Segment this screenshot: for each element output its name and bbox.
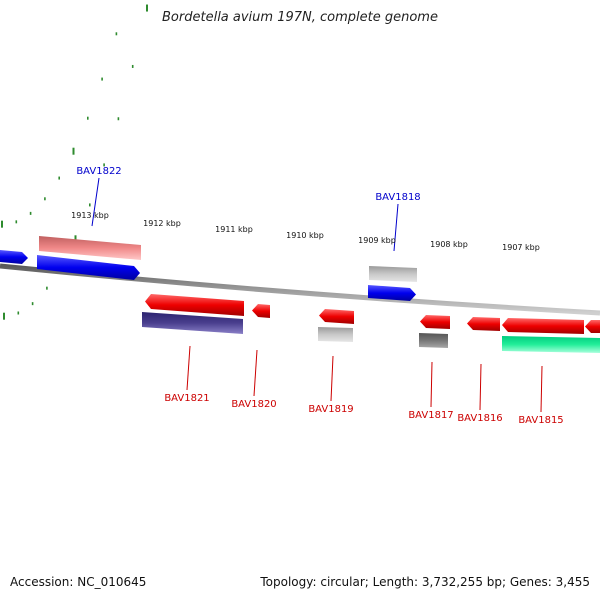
- gene-label-bav1822[interactable]: BAV1822: [76, 166, 121, 177]
- kbp-label: 1911 kbp: [215, 225, 253, 234]
- accession-text: Accession: NC_010645: [10, 575, 147, 589]
- gene-label-bav1817[interactable]: BAV1817: [408, 410, 453, 421]
- label-leader-line: [186, 345, 191, 391]
- label-leader-line: [393, 203, 399, 252]
- gene-arrow: [319, 309, 354, 324]
- gene-arrow: [502, 318, 584, 334]
- gene-arrow: [368, 285, 416, 301]
- gene-arrow: [420, 315, 450, 329]
- genome-title: Bordetella avium 197N, complete genome: [162, 10, 438, 25]
- kbp-label: 1908 kbp: [430, 240, 468, 249]
- label-leader-line: [91, 177, 100, 227]
- gene-label-bav1820[interactable]: BAV1820: [231, 399, 276, 410]
- label-leader-line: [479, 363, 482, 411]
- gene-label-bav1816[interactable]: BAV1816: [457, 413, 502, 424]
- gene-arrow: [145, 294, 244, 316]
- gene-arrow: [252, 304, 270, 318]
- gene-label-bav1815[interactable]: BAV1815: [518, 415, 563, 426]
- gene-arrow: [39, 236, 141, 260]
- kbp-label: 1907 kbp: [502, 243, 540, 252]
- gene-arrow: [318, 327, 353, 342]
- gene-arrow: [467, 317, 500, 331]
- gene-label-bav1819[interactable]: BAV1819: [308, 404, 353, 415]
- gene-label-bav1821[interactable]: BAV1821: [164, 393, 209, 404]
- gene-arrow: [37, 255, 140, 280]
- kbp-label: 1913 kbp: [71, 211, 109, 220]
- gene-arrow: [142, 312, 243, 334]
- label-leader-line: [253, 349, 258, 397]
- label-leader-line: [430, 361, 433, 408]
- gene-arrow: [0, 250, 28, 264]
- gene-arrow: [502, 336, 600, 353]
- gene-arrow: [419, 333, 448, 348]
- label-leader-line: [330, 355, 334, 402]
- label-leaders: [91, 177, 543, 413]
- kbp-label: 1910 kbp: [286, 231, 324, 240]
- topology-text: Topology: circular; Length: 3,732,255 bp…: [260, 575, 590, 589]
- kbp-label: 1909 kbp: [358, 236, 396, 245]
- gene-label-bav1818[interactable]: BAV1818: [375, 192, 420, 203]
- gene-arrow: [369, 266, 417, 282]
- kbp-label: 1912 kbp: [143, 219, 181, 228]
- label-leader-line: [540, 365, 543, 413]
- gene-arrow: [585, 320, 600, 333]
- gene-features: [0, 236, 600, 353]
